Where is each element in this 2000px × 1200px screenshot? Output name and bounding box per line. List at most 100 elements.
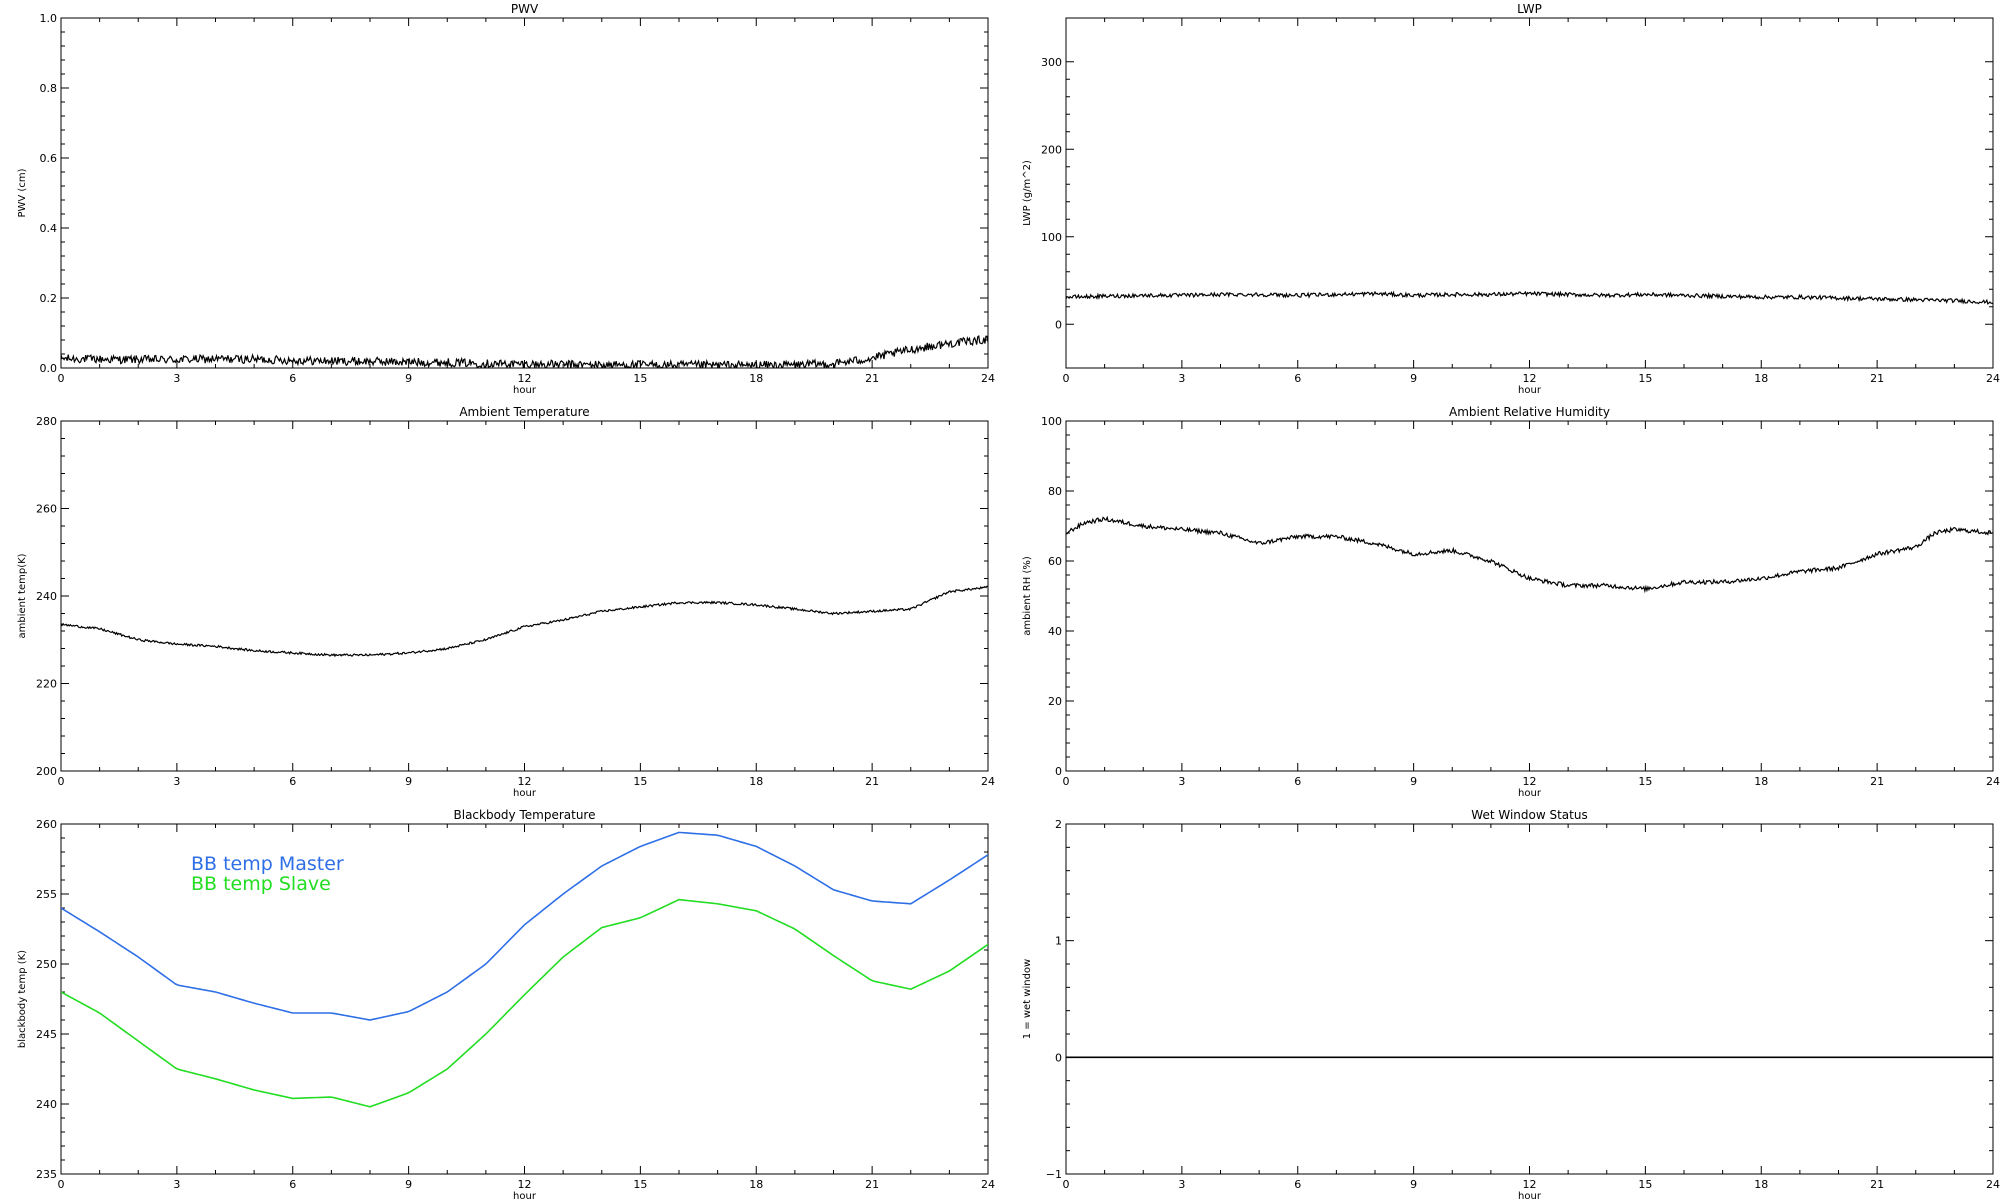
panel-pwv: PWV 0 3 6 9 12 15 18 21 24 hour 0.0 0.2 0.4 0.6 0.8 1.0 P… [17, 2, 995, 396]
series-line-0 [61, 585, 988, 658]
chart-title: PWV [511, 2, 539, 16]
x-axis-label: hour [1518, 385, 1542, 396]
x-tick-label: 9 [405, 775, 412, 788]
x-tick-label: 0 [1063, 1178, 1070, 1191]
x-axis-label: hour [513, 788, 537, 799]
y-tick-label: 250 [36, 958, 57, 971]
y-tick-label: 260 [36, 818, 57, 831]
y-tick-label: 240 [36, 590, 57, 603]
legend-entry-0: BB temp Master [191, 853, 344, 875]
x-tick-label: 0 [58, 372, 65, 385]
x-tick-label: 12 [1523, 372, 1537, 385]
x-tick-label: 6 [1294, 775, 1301, 788]
x-tick-label: 15 [1638, 1178, 1652, 1191]
panel-lwp: LWP 0 3 6 9 12 15 18 21 24 hour 0 100 200 300 LWP (g/m^… [1022, 2, 2000, 396]
x-tick-label: 0 [1063, 372, 1070, 385]
x-tick-label: 6 [1294, 372, 1301, 385]
series-line-0 [61, 831, 988, 1021]
y-tick-label: 0.6 [40, 152, 58, 165]
y-tick-label: 0.0 [40, 362, 58, 375]
x-tick-label: 6 [289, 372, 296, 385]
panel-ambient-temperature: Ambient Temperature 0 3 6 9 12 15 18 21 24 hour 200… [17, 405, 995, 799]
x-tick-label: 3 [1178, 1178, 1185, 1191]
x-tick-label: 24 [981, 1178, 995, 1191]
x-tick-label: 12 [1523, 775, 1537, 788]
y-tick-label: −1 [1046, 1168, 1062, 1181]
plot-frame [1065, 823, 1994, 1175]
plot-frame [1065, 420, 1994, 772]
series-line-0 [1066, 290, 1993, 305]
x-tick-label: 3 [1178, 775, 1185, 788]
x-axis-label: hour [513, 385, 537, 396]
x-tick-label: 3 [173, 372, 180, 385]
y-tick-label: 60 [1048, 555, 1062, 568]
y-axis-label: LWP (g/m^2) [1022, 160, 1033, 226]
y-tick-label: 245 [36, 1028, 57, 1041]
x-tick-label: 9 [1410, 372, 1417, 385]
y-tick-label: 1.0 [40, 12, 58, 25]
x-tick-label: 12 [518, 775, 532, 788]
y-tick-label: 300 [1041, 56, 1062, 69]
x-tick-label: 24 [1986, 775, 2000, 788]
x-tick-label: 15 [633, 372, 647, 385]
series-line-1 [61, 898, 988, 1108]
x-tick-label: 15 [633, 775, 647, 788]
chart-title: Ambient Relative Humidity [1449, 405, 1610, 419]
x-tick-label: 0 [1063, 775, 1070, 788]
y-tick-label: 0.8 [40, 82, 58, 95]
x-tick-label: 6 [289, 1178, 296, 1191]
y-tick-label: 40 [1048, 625, 1062, 638]
y-tick-label: 200 [36, 765, 57, 778]
y-tick-label: 235 [36, 1168, 57, 1181]
x-tick-label: 9 [1410, 1178, 1417, 1191]
x-tick-label: 9 [1410, 775, 1417, 788]
x-tick-label: 15 [1638, 775, 1652, 788]
x-tick-label: 3 [1178, 372, 1185, 385]
panel-blackbody-temperature: Blackbody Temperature 0 3 6 9 12 15 18 21 24 hour 2… [17, 808, 995, 1200]
x-tick-label: 21 [865, 372, 879, 385]
y-tick-label: 80 [1048, 485, 1062, 498]
y-tick-label: 0.2 [40, 292, 58, 305]
x-tick-label: 12 [518, 1178, 532, 1191]
y-tick-label: 200 [1041, 143, 1062, 156]
x-tick-label: 21 [865, 775, 879, 788]
x-tick-label: 6 [289, 775, 296, 788]
y-tick-label: 0 [1055, 318, 1062, 331]
x-tick-label: 0 [58, 1178, 65, 1191]
chart-title: LWP [1517, 2, 1542, 16]
y-axis-label: blackbody temp (K) [17, 950, 28, 1048]
x-tick-label: 12 [1523, 1178, 1537, 1191]
y-axis-label: 1 = wet window [1022, 959, 1033, 1039]
y-axis-label: ambient RH (%) [1022, 556, 1033, 636]
x-tick-label: 6 [1294, 1178, 1301, 1191]
x-tick-label: 21 [1870, 372, 1884, 385]
y-tick-label: 1 [1055, 935, 1062, 948]
y-tick-label: 0 [1055, 1051, 1062, 1064]
x-tick-label: 18 [1754, 1178, 1768, 1191]
y-tick-label: 2 [1055, 818, 1062, 831]
y-axis-label: ambient temp(K) [17, 553, 28, 638]
x-tick-label: 24 [1986, 1178, 2000, 1191]
x-tick-label: 15 [633, 1178, 647, 1191]
x-tick-label: 18 [1754, 775, 1768, 788]
x-tick-label: 9 [405, 372, 412, 385]
x-tick-label: 18 [1754, 372, 1768, 385]
x-tick-label: 3 [173, 1178, 180, 1191]
x-axis-label: hour [513, 1191, 537, 1200]
y-tick-label: 100 [1041, 231, 1062, 244]
y-tick-label: 0 [1055, 765, 1062, 778]
y-tick-label: 280 [36, 415, 57, 428]
panel-ambient-relative-humidity: Ambient Relative Humidity 0 3 6 9 12 15 18 21 24 h… [1022, 405, 2000, 799]
y-tick-label: 255 [36, 888, 57, 901]
legend-entry-1: BB temp Slave [191, 873, 331, 895]
x-tick-label: 12 [518, 372, 532, 385]
plot-frame [60, 17, 989, 369]
series-line-0 [1066, 515, 1993, 594]
y-tick-label: 220 [36, 678, 57, 691]
x-tick-label: 0 [58, 775, 65, 788]
x-tick-label: 3 [173, 775, 180, 788]
chart-title: Blackbody Temperature [454, 808, 596, 822]
x-axis-label: hour [1518, 788, 1542, 799]
